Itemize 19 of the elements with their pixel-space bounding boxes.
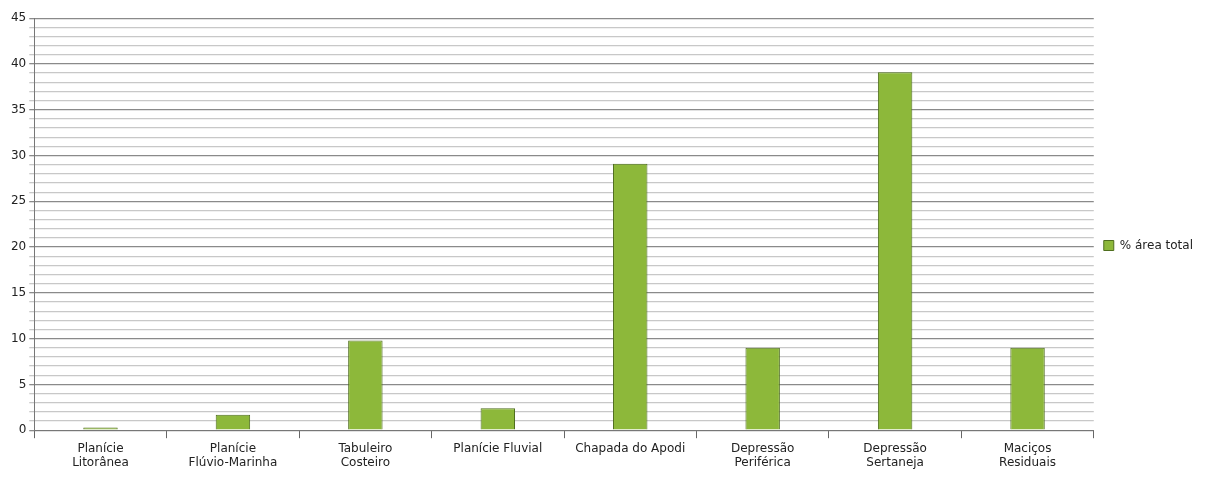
x-tick-label: Depressão Sertaneja (863, 440, 927, 469)
y-tick-label: 40 (10, 56, 27, 71)
y-tick-label: 10 (10, 330, 27, 345)
x-tick-label: Tabuleiro Costeiro (337, 440, 393, 469)
y-tick-label: 0 (18, 422, 27, 437)
x-tick-label: Maciços Residuais (999, 440, 1057, 469)
x-tick-label: Depressão Periférica (730, 440, 795, 469)
legend-label: % área total (1119, 237, 1193, 252)
x-tick-label: Planície Flúvio-Marinha (188, 440, 278, 469)
y-tick-label: 25 (10, 193, 27, 208)
y-tick-label: 30 (10, 147, 27, 162)
y-tick-label: 35 (10, 101, 27, 116)
x-tick-label: Chapada do Apodi (575, 440, 686, 455)
y-tick-label: 15 (10, 284, 27, 299)
x-tick-label: Planície Fluvial (453, 440, 543, 455)
y-tick-label: 20 (10, 239, 27, 254)
y-tick-label: 5 (18, 376, 27, 391)
y-tick-label: 45 (10, 10, 27, 25)
x-tick-label: Planície Litorânea (72, 440, 129, 469)
